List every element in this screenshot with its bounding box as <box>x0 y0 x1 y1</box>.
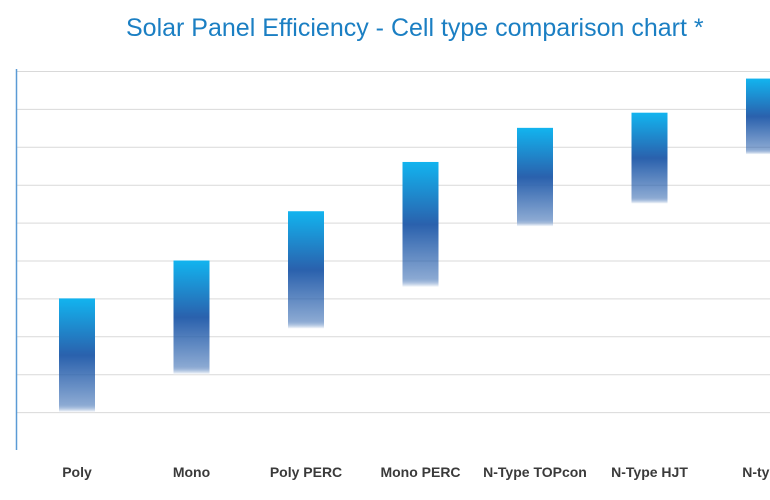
bar-poly-perc <box>288 211 324 329</box>
x-tick-label: N-Type HJT <box>611 464 688 480</box>
bar-mono <box>173 260 210 375</box>
x-tick-label: N-Type TOPcon <box>483 464 587 480</box>
bar-n-type <box>746 78 770 155</box>
bar-n-type-topcon <box>517 127 553 227</box>
chart-title: Solar Panel Efficiency - Cell type compa… <box>126 14 704 42</box>
x-tick-label: Mono PERC <box>380 464 460 480</box>
x-tick-labels: Poly Mono Poly PERC Mono PERC N-Type TOPcon N… <box>62 464 770 480</box>
bar-n-type-hjt <box>631 112 668 204</box>
x-tick-label: Poly PERC <box>270 464 342 480</box>
bars <box>59 78 770 413</box>
x-tick-label: Mono <box>173 464 210 480</box>
bar-mono-perc <box>402 161 439 288</box>
bar-poly <box>59 298 95 413</box>
x-tick-label: Poly <box>62 464 92 480</box>
x-tick-label: N-type <box>742 464 770 480</box>
